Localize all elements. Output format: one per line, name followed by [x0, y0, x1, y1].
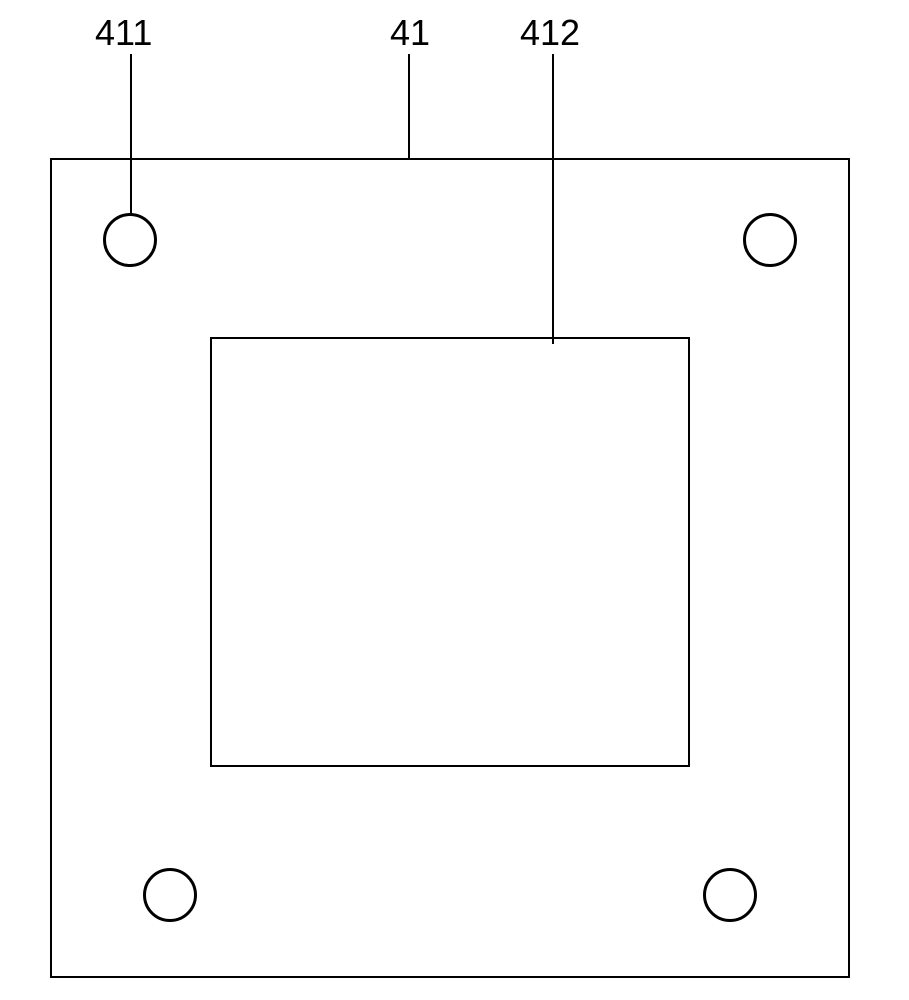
hole-top-right [743, 213, 797, 267]
hole-bottom-right [703, 868, 757, 922]
leader-41 [408, 54, 410, 158]
label-41: 41 [390, 12, 430, 54]
label-411: 411 [95, 12, 152, 54]
hole-top-left [103, 213, 157, 267]
inner-opening [210, 337, 690, 767]
label-412: 412 [520, 12, 580, 54]
hole-bottom-left [143, 868, 197, 922]
